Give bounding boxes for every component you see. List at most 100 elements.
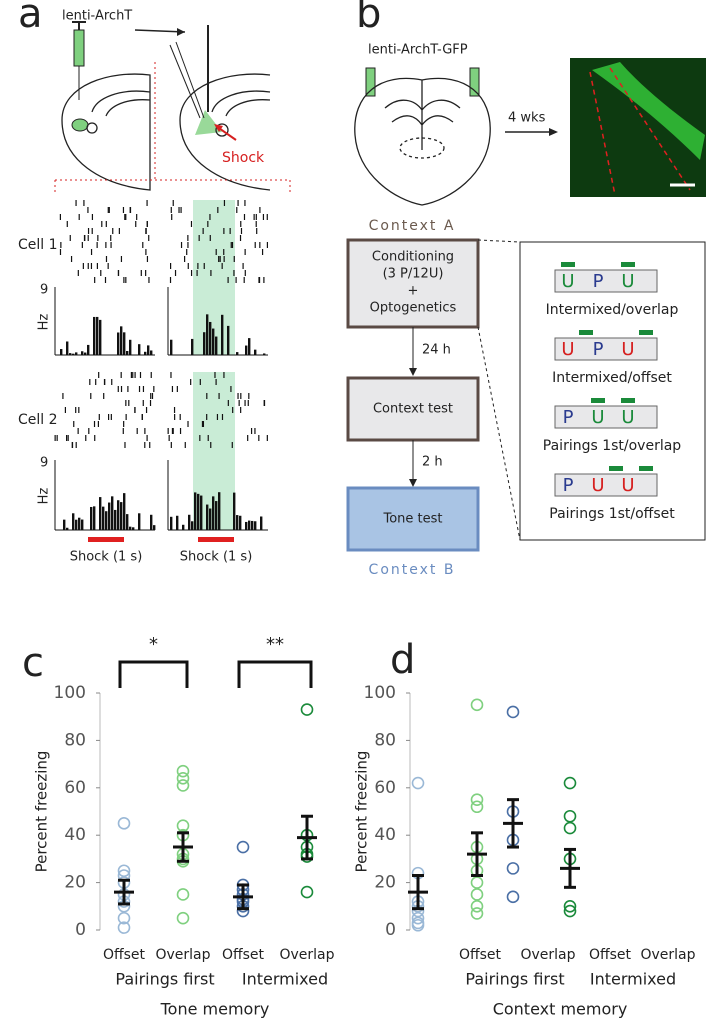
psth-bar [108, 502, 111, 530]
raster-group [54, 200, 269, 531]
data-point [176, 819, 190, 833]
y-tick-label: 60 [374, 778, 396, 798]
panel-label: c [22, 640, 44, 686]
trial-letter: U [621, 271, 634, 292]
psth-bar [117, 500, 120, 530]
psth-bar [69, 353, 72, 355]
psth-max: 9 [40, 283, 48, 298]
psth-bar [105, 511, 108, 530]
group-label: Pairings first [115, 970, 214, 989]
light-bar [639, 466, 653, 471]
psth-bar [72, 513, 75, 530]
psth-bar [87, 344, 90, 355]
arrowhead [409, 479, 417, 487]
psth-bar [245, 521, 248, 530]
electrode [175, 41, 205, 119]
injection-site [71, 118, 89, 132]
condition-label: Pairings 1st/offset [549, 506, 675, 522]
psth-bar [99, 319, 102, 355]
psth-bar [188, 514, 191, 530]
data-point [300, 885, 314, 899]
trial-letter: U [591, 407, 604, 428]
psth-bar [182, 524, 185, 530]
condition-label: Intermixed/offset [552, 370, 672, 386]
psth-bar [147, 345, 150, 355]
data-point [176, 911, 190, 925]
y-tick-label: 80 [374, 730, 396, 750]
psth-max: 9 [40, 456, 48, 471]
trial-letter: U [621, 475, 634, 496]
psth-bar [194, 492, 197, 530]
box-label: (3 P/12U) [383, 267, 444, 282]
psth-bar [123, 493, 126, 530]
psth-bar [126, 514, 129, 530]
psth-bar [129, 526, 132, 530]
psth-bar [75, 352, 78, 355]
psth-bar [227, 325, 230, 355]
arrowhead [214, 124, 223, 132]
trial-box [554, 473, 658, 497]
psth-bar [191, 338, 194, 355]
y-tick-label: 100 [54, 683, 86, 703]
psth-bar [191, 521, 194, 530]
data-point [470, 907, 484, 920]
group-label: Pairings first [465, 970, 564, 989]
psth-bar [123, 332, 126, 355]
virus-label: lenti-ArchT-GFP [368, 43, 468, 58]
brain-detail [384, 80, 461, 150]
panel-label: b [356, 0, 381, 37]
tone-test-box [346, 486, 480, 552]
psth-bar [176, 515, 179, 530]
shock-bar [198, 537, 234, 542]
conditioning-box [346, 238, 480, 329]
trial-letter: U [561, 339, 574, 360]
psth-bar [236, 515, 239, 530]
x-tick-label: Offset [589, 947, 632, 963]
psth-bar [138, 513, 141, 530]
trial-letter: U [591, 475, 604, 496]
psth-bar [78, 517, 81, 530]
shock-bar [88, 537, 124, 542]
brain-slice [179, 73, 271, 191]
data-point [176, 772, 190, 785]
y-tick-label: 100 [364, 683, 396, 703]
box-label: Optogenetics [370, 301, 457, 316]
psth-bar [114, 509, 117, 530]
data-point [176, 764, 190, 778]
psth-bar [63, 519, 66, 530]
syringe [72, 21, 86, 100]
psth-bar [81, 519, 84, 530]
box-label: Tone test [382, 512, 442, 527]
y-tick-label: 20 [374, 873, 396, 893]
brain-slice [61, 73, 151, 191]
shock-axis-label: Shock (1 s) [180, 550, 253, 565]
y-axis-label: Percent freezing [353, 751, 371, 873]
arrowhead [549, 128, 558, 136]
psth-bar [150, 350, 153, 355]
data-point [236, 840, 250, 854]
y-tick-label: 60 [64, 778, 86, 798]
panel-label: a [18, 0, 43, 37]
psth-bar [239, 515, 242, 530]
psth-bar [212, 496, 215, 530]
light-bar [639, 330, 653, 335]
light-bar [591, 398, 605, 403]
arrowhead [177, 28, 185, 36]
psth-bar [197, 493, 200, 530]
psth-bar [126, 351, 129, 355]
data-point [117, 817, 131, 830]
brain-detail [215, 123, 229, 137]
psth-bar [212, 328, 215, 355]
psth-bar [99, 497, 102, 530]
psth-bar [66, 527, 69, 530]
context-label: Context A [369, 218, 456, 234]
virus-label: lenti-ArchT [62, 9, 132, 24]
data-point [117, 911, 131, 925]
light-bar [621, 398, 635, 403]
data-point [411, 918, 425, 932]
psth-bar [215, 501, 218, 530]
zoom-lines [54, 62, 291, 195]
light-bar [609, 466, 623, 471]
group-label: Intermixed [590, 970, 676, 989]
